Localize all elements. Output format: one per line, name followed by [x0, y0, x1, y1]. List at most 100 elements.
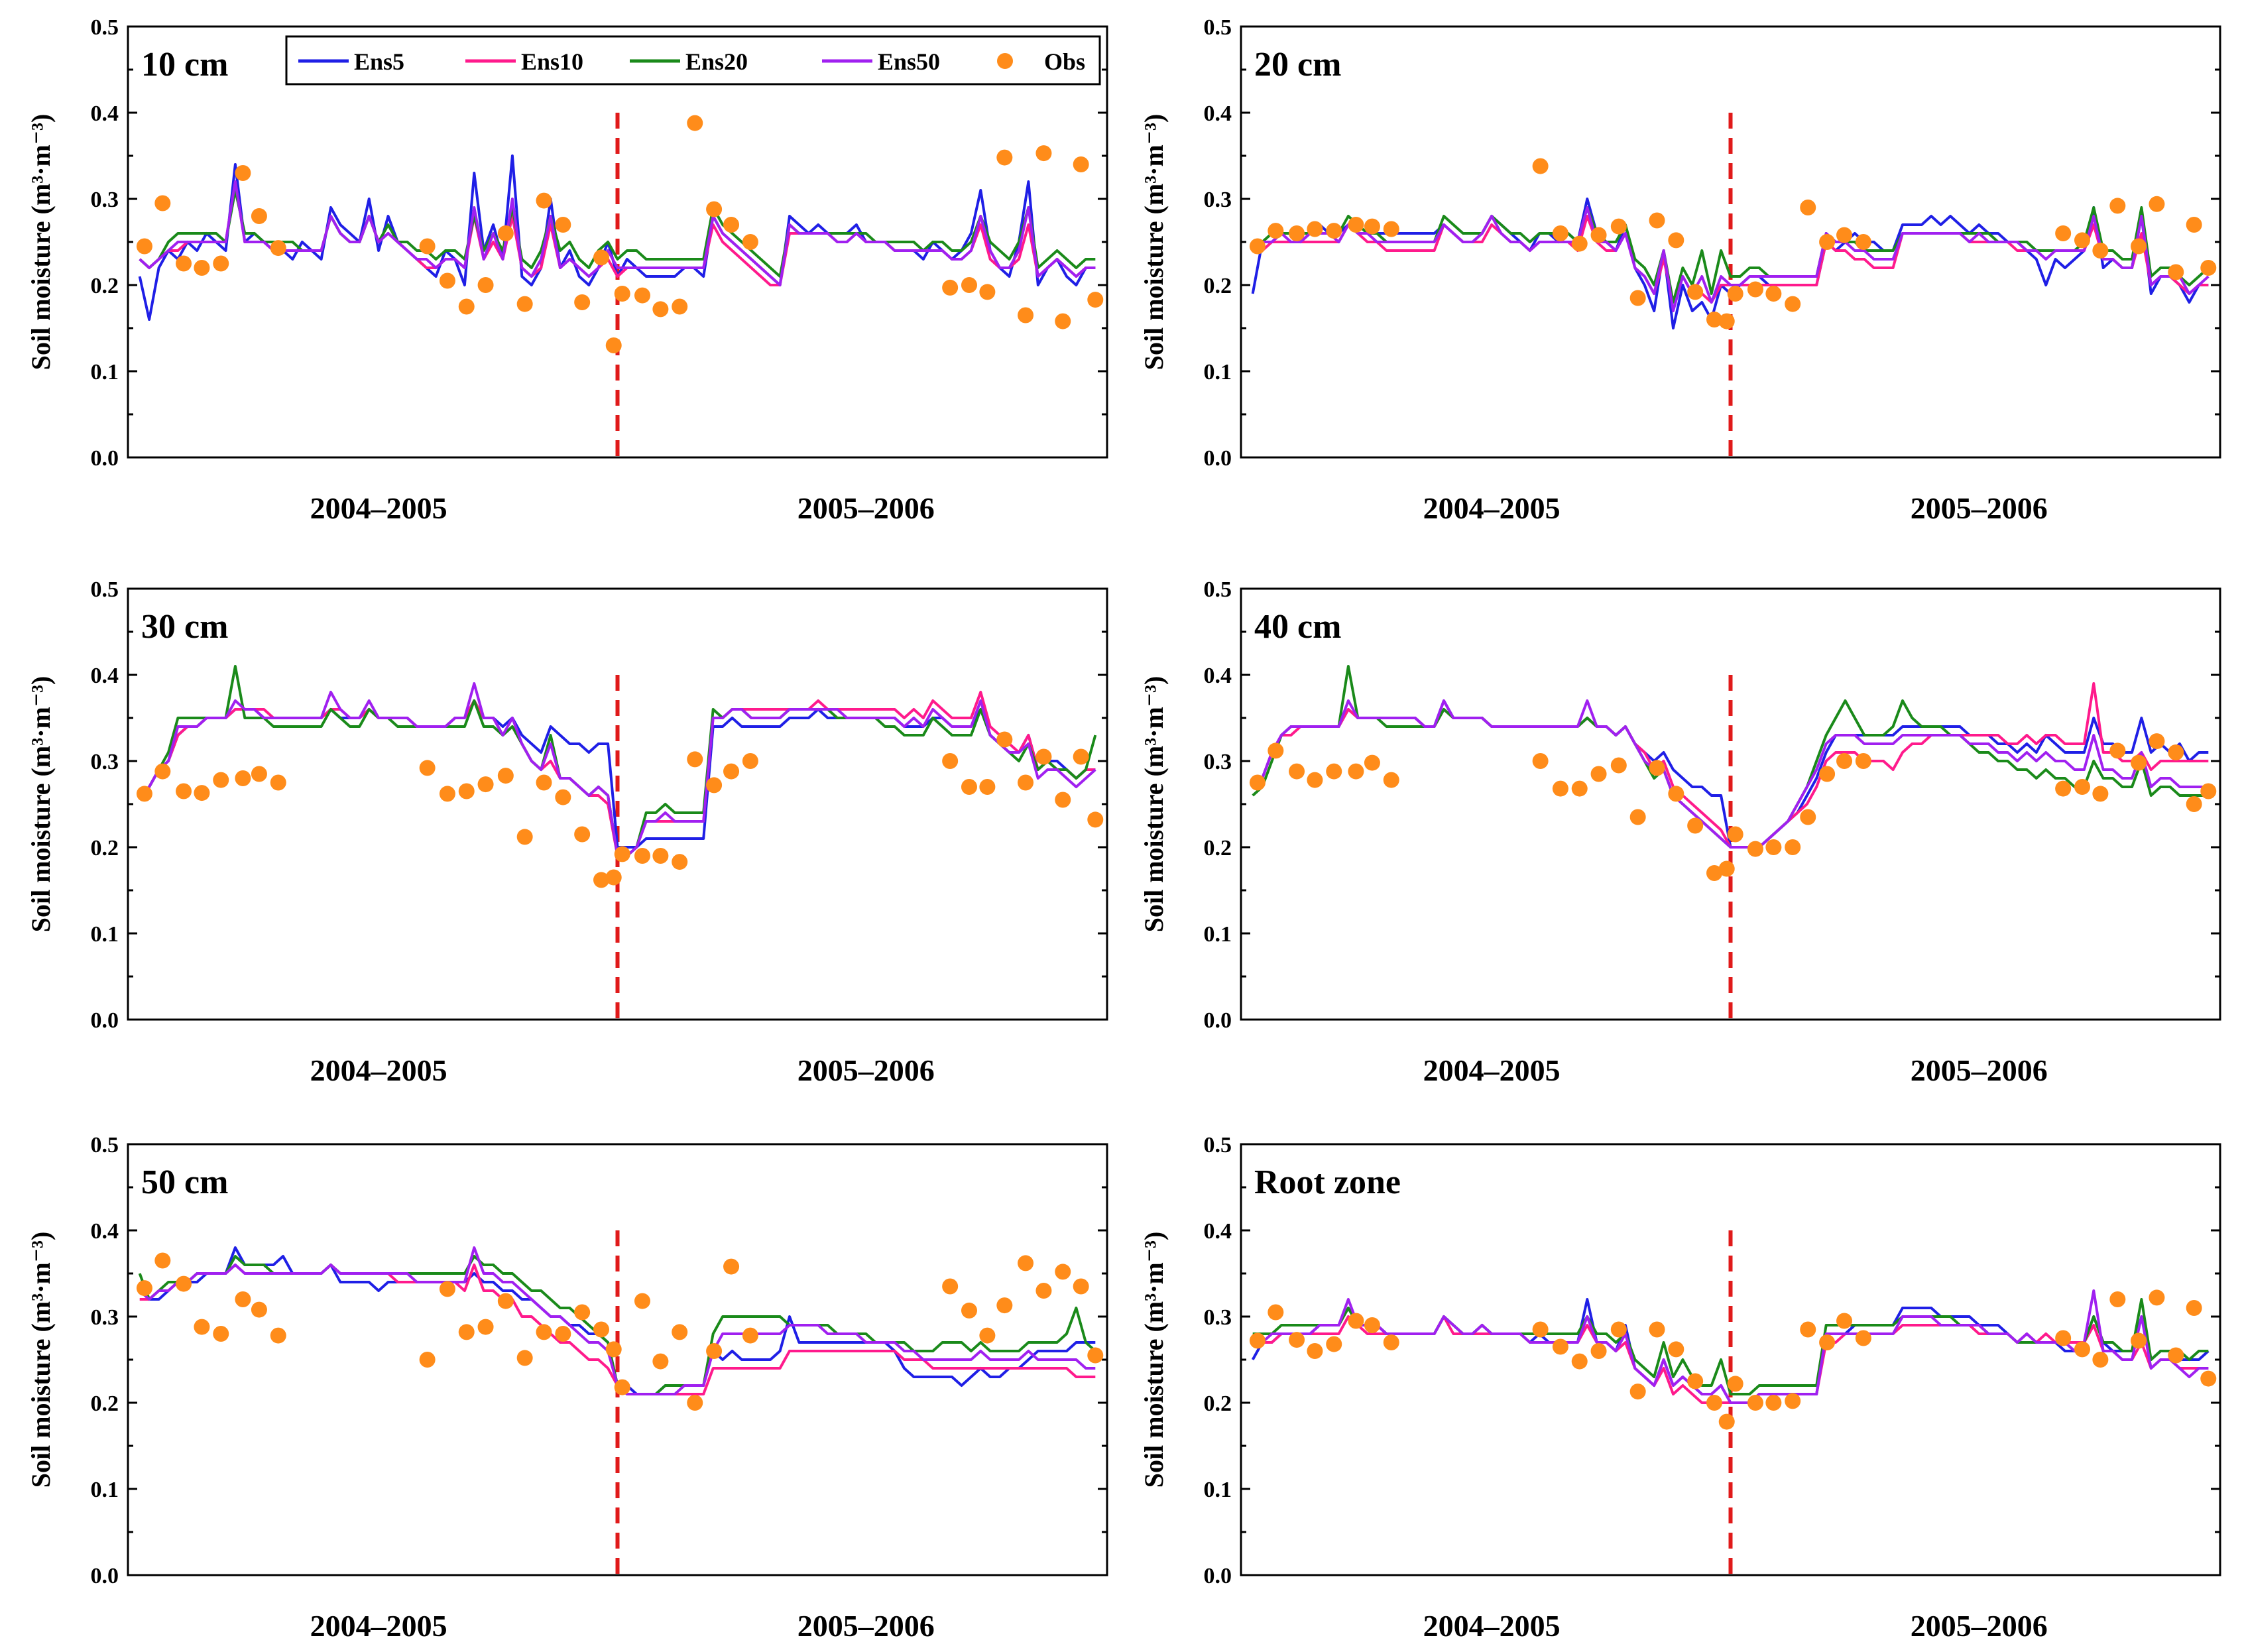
y-axis-title: Soil moisture (m³·m⁻³) — [26, 676, 56, 933]
obs-point — [1268, 223, 1284, 239]
x-period-label: 2005–2006 — [797, 1609, 935, 1643]
obs-point — [652, 301, 669, 318]
obs-point — [2200, 783, 2217, 799]
obs-point — [1836, 227, 1853, 243]
y-axis-title: Soil moisture (m³·m⁻³) — [1139, 1232, 1169, 1488]
y-axis-title: Soil moisture (m³·m⁻³) — [26, 1232, 56, 1488]
obs-point — [996, 731, 1013, 748]
y-tick-label: 0.3 — [1204, 188, 1232, 212]
obs-point — [1326, 763, 1342, 780]
y-axis-title: Soil moisture (m³·m⁻³) — [1139, 114, 1169, 371]
obs-point — [1571, 780, 1588, 797]
obs-point — [136, 1280, 152, 1297]
y-tick-label: 0.4 — [1204, 101, 1232, 126]
obs-point — [1649, 1321, 1665, 1338]
obs-point — [614, 286, 630, 302]
obs-point — [1718, 860, 1735, 877]
obs-point — [1289, 1332, 1305, 1348]
y-tick-label: 0.1 — [91, 922, 119, 947]
obs-point — [706, 777, 723, 794]
series-line-ens50 — [1252, 1289, 2209, 1404]
obs-point — [2131, 238, 2147, 255]
y-tick-label: 0.5 — [91, 1133, 119, 1157]
series-line-ens20 — [138, 1255, 1096, 1395]
obs-point — [1532, 158, 1549, 174]
y-tick-label: 0.5 — [1204, 577, 1232, 602]
y-tick-label: 0.3 — [91, 1305, 119, 1330]
obs-point — [723, 1258, 740, 1275]
obs-point — [1383, 772, 1399, 788]
obs-point — [1326, 223, 1342, 239]
obs-point — [2168, 744, 2184, 760]
obs-point — [979, 1327, 996, 1344]
y-tick-label: 0.0 — [1204, 1564, 1232, 1588]
legend: Ens5 Ens10 Ens20 Ens50 Obs — [285, 35, 1101, 86]
obs-point — [2168, 1347, 2184, 1364]
y-tick-label: 0.0 — [91, 1008, 119, 1033]
obs-point — [723, 763, 740, 780]
y-tick-label: 0.4 — [1204, 664, 1232, 688]
legend-label: Obs — [1044, 48, 1085, 75]
x-period-label: 2005–2006 — [797, 491, 935, 525]
legend-box — [285, 35, 1101, 86]
panel-title: 50 cm — [141, 1163, 228, 1201]
obs-point — [2186, 1300, 2202, 1316]
obs-point — [458, 298, 475, 315]
y-tick-label: 0.3 — [91, 750, 119, 774]
obs-point — [2109, 1291, 2126, 1307]
obs-point — [1800, 1321, 1816, 1338]
y-tick-label: 0.5 — [1204, 15, 1232, 40]
obs-point — [555, 1326, 571, 1342]
obs-point — [1249, 1332, 1266, 1349]
obs-point — [213, 255, 229, 272]
y-tick-label: 0.4 — [91, 664, 119, 688]
obs-point — [605, 337, 622, 353]
obs-point — [1765, 839, 1782, 855]
obs-point — [2055, 225, 2072, 241]
x-period-label: 2004–2005 — [1423, 1053, 1561, 1087]
obs-point — [2168, 264, 2184, 280]
x-period-label: 2004–2005 — [310, 1609, 447, 1643]
obs-point — [961, 1302, 977, 1319]
obs-point — [2092, 786, 2109, 802]
y-tick-label: 0.2 — [91, 1391, 119, 1416]
obs-point — [235, 770, 251, 786]
obs-point — [536, 1324, 552, 1340]
obs-point — [1364, 218, 1380, 235]
obs-point — [1268, 742, 1284, 759]
obs-point — [1747, 841, 1763, 857]
obs-point — [458, 783, 475, 799]
series-line-ens5 — [139, 699, 1096, 849]
obs-point — [516, 829, 533, 845]
obs-point — [1819, 766, 1836, 782]
legend-label: Ens5 — [354, 48, 404, 75]
panel-title: 40 cm — [1254, 608, 1341, 646]
obs-point — [1590, 227, 1607, 243]
obs-point — [2074, 232, 2090, 249]
obs-point — [979, 779, 996, 795]
panel-50-cm: 0.0 0.1 0.2 0.3 0.4 0.5 Soil moisture (m³·m⁻³)… — [26, 1133, 1108, 1643]
obs-point — [2200, 1370, 2217, 1387]
obs-point — [154, 1252, 171, 1269]
y-tick-label: 0.2 — [1204, 836, 1232, 860]
y-tick-label: 0.0 — [1204, 1008, 1232, 1033]
obs-point — [996, 149, 1013, 166]
obs-point — [194, 260, 210, 276]
legend-swatch-obs — [997, 53, 1013, 69]
obs-point — [2092, 243, 2109, 259]
obs-point — [605, 1341, 622, 1358]
obs-point — [497, 1293, 514, 1309]
obs-point — [497, 768, 514, 784]
obs-point — [1249, 238, 1266, 255]
obs-point — [1629, 290, 1646, 306]
y-tick-label: 0.3 — [1204, 1305, 1232, 1330]
obs-point — [1073, 156, 1089, 172]
obs-point — [1718, 313, 1735, 329]
panel-30-cm: 0.0 0.1 0.2 0.3 0.4 0.5 Soil moisture (m³·m⁻³)… — [26, 577, 1108, 1087]
obs-point — [136, 238, 152, 255]
obs-point — [672, 854, 688, 870]
obs-point — [942, 753, 959, 769]
panel-20-cm: 0.0 0.1 0.2 0.3 0.4 0.5 Soil moisture (m³·m⁻³)… — [1139, 15, 2221, 525]
panel-root-zone: 0.0 0.1 0.2 0.3 0.4 0.5 Soil moisture (m³·m⁻³)… — [1139, 1133, 2221, 1643]
x-period-label: 2004–2005 — [310, 1053, 447, 1087]
